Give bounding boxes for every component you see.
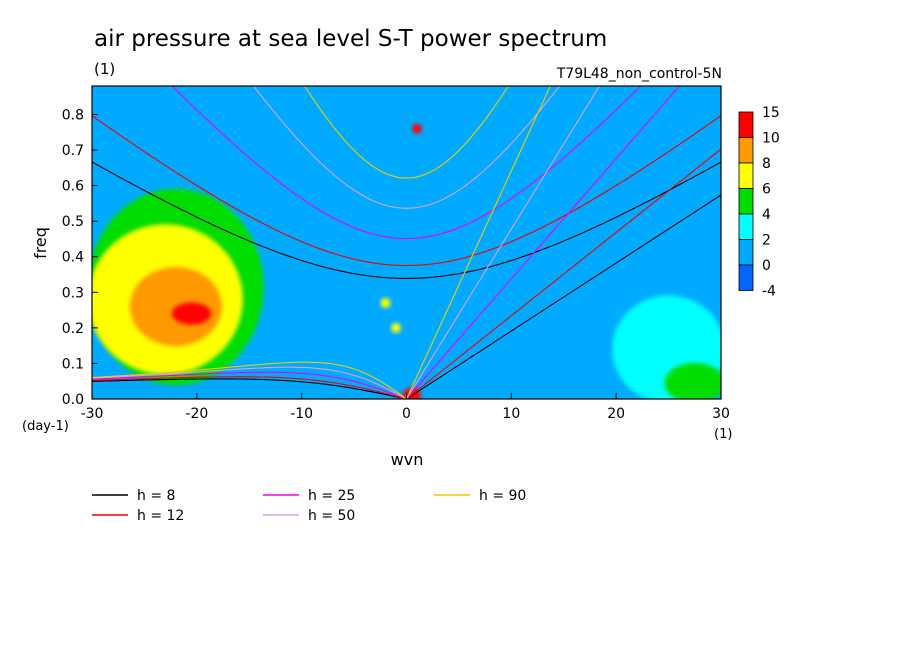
colorbar-swatch — [738, 111, 754, 138]
colorbar-level-label: 4 — [762, 207, 771, 223]
y-tick-label: 0.2 — [62, 321, 84, 337]
units-label: (1) — [94, 60, 115, 78]
x-tick-label: -20 — [185, 406, 208, 422]
chart-title: air pressure at sea level S-T power spec… — [94, 26, 607, 52]
colorbar-level-label: 15 — [762, 105, 780, 121]
x-tick-label: -10 — [290, 406, 313, 422]
x-axis-unit: (1) — [714, 427, 732, 442]
dispersion-curve-ig-1 — [92, 115, 721, 267]
legend-label: h = 90 — [479, 488, 526, 504]
y-tick-label: 0.8 — [62, 107, 84, 123]
y-tick-label: 0.1 — [62, 356, 84, 372]
legend-label: h = 50 — [308, 508, 355, 524]
y-tick-label: 0.3 — [62, 285, 84, 301]
dispersion-curve-kelvin-2 — [406, 86, 681, 399]
x-axis-label: wvn — [391, 450, 424, 469]
colorbar-level-label: 8 — [762, 156, 771, 172]
field-region-8 — [380, 297, 391, 308]
colorbar-swatch — [738, 213, 754, 240]
dispersion-curve-kelvin-4 — [405, 86, 551, 399]
x-tick-label: 10 — [502, 406, 520, 422]
colorbar-swatch — [738, 188, 754, 215]
dispersion-curve-kelvin-0 — [406, 194, 721, 399]
dispersion-curve-kelvin-1 — [406, 148, 721, 399]
x-axis: -30 -20 -10 0 10 20 30 — [81, 393, 730, 422]
field-region-7 — [391, 322, 402, 333]
legend-label: h = 12 — [137, 508, 184, 524]
y-tick-label: 0.0 — [62, 392, 84, 408]
y-tick-label: 0.7 — [62, 143, 84, 159]
field-region-2 — [129, 266, 222, 347]
y-axis: 0.0 0.1 0.2 0.3 0.4 0.5 0.6 0.7 0.8 — [62, 107, 98, 408]
plot-area — [91, 85, 722, 400]
legend-label: h = 25 — [308, 488, 355, 504]
dispersion-curve-ig-4 — [303, 86, 510, 179]
dispersion-curve-kelvin-3 — [406, 86, 601, 399]
colorbar-level-label: 2 — [762, 233, 771, 249]
dispersion-curve-rossby-1 — [92, 376, 407, 399]
colorbar: 15 10 8 6 4 2 0 -4 — [738, 105, 780, 300]
y-axis-label: freq — [31, 227, 50, 259]
dispersion-curve-ig-0 — [92, 161, 721, 279]
dispersion-curve-rossby-4 — [92, 361, 407, 399]
chart-subtitle: T79L48_non_control-5N — [556, 66, 722, 82]
x-tick-label: 30 — [712, 406, 730, 422]
dispersion-curve-layer — [92, 86, 721, 399]
dispersion-curve-rossby-2 — [92, 371, 407, 399]
y-tick-label: 0.5 — [62, 214, 84, 230]
dispersion-curve-rossby-0 — [92, 378, 407, 399]
colorbar-swatch — [738, 137, 754, 164]
x-tick-label: 0 — [402, 406, 411, 422]
y-axis-unit: (day-1) — [22, 419, 69, 434]
colorbar-level-label: 6 — [762, 182, 771, 198]
field-region-3 — [171, 302, 212, 325]
colorbar-level-label: -4 — [762, 284, 776, 300]
colorbar-swatch — [738, 239, 754, 266]
colorbar-swatch — [738, 162, 754, 189]
field-region-6 — [411, 123, 422, 134]
dispersion-curve-ig-3 — [252, 86, 561, 209]
field-region-5 — [664, 362, 721, 399]
colorbar-swatch — [738, 264, 754, 291]
field-layer — [92, 123, 721, 399]
legend: h = 8 h = 12 h = 25 h = 50 h = 90 — [92, 488, 526, 524]
dispersion-curve-rossby-3 — [92, 366, 407, 399]
y-tick-label: 0.4 — [62, 250, 84, 266]
dispersion-curve-ig-2 — [171, 86, 642, 240]
y-tick-label: 0.6 — [62, 179, 84, 195]
legend-label: h = 8 — [137, 488, 175, 504]
x-tick-label: -30 — [81, 406, 104, 422]
x-tick-label: 20 — [607, 406, 625, 422]
colorbar-level-label: 10 — [762, 131, 780, 147]
colorbar-level-label: 0 — [762, 258, 771, 274]
